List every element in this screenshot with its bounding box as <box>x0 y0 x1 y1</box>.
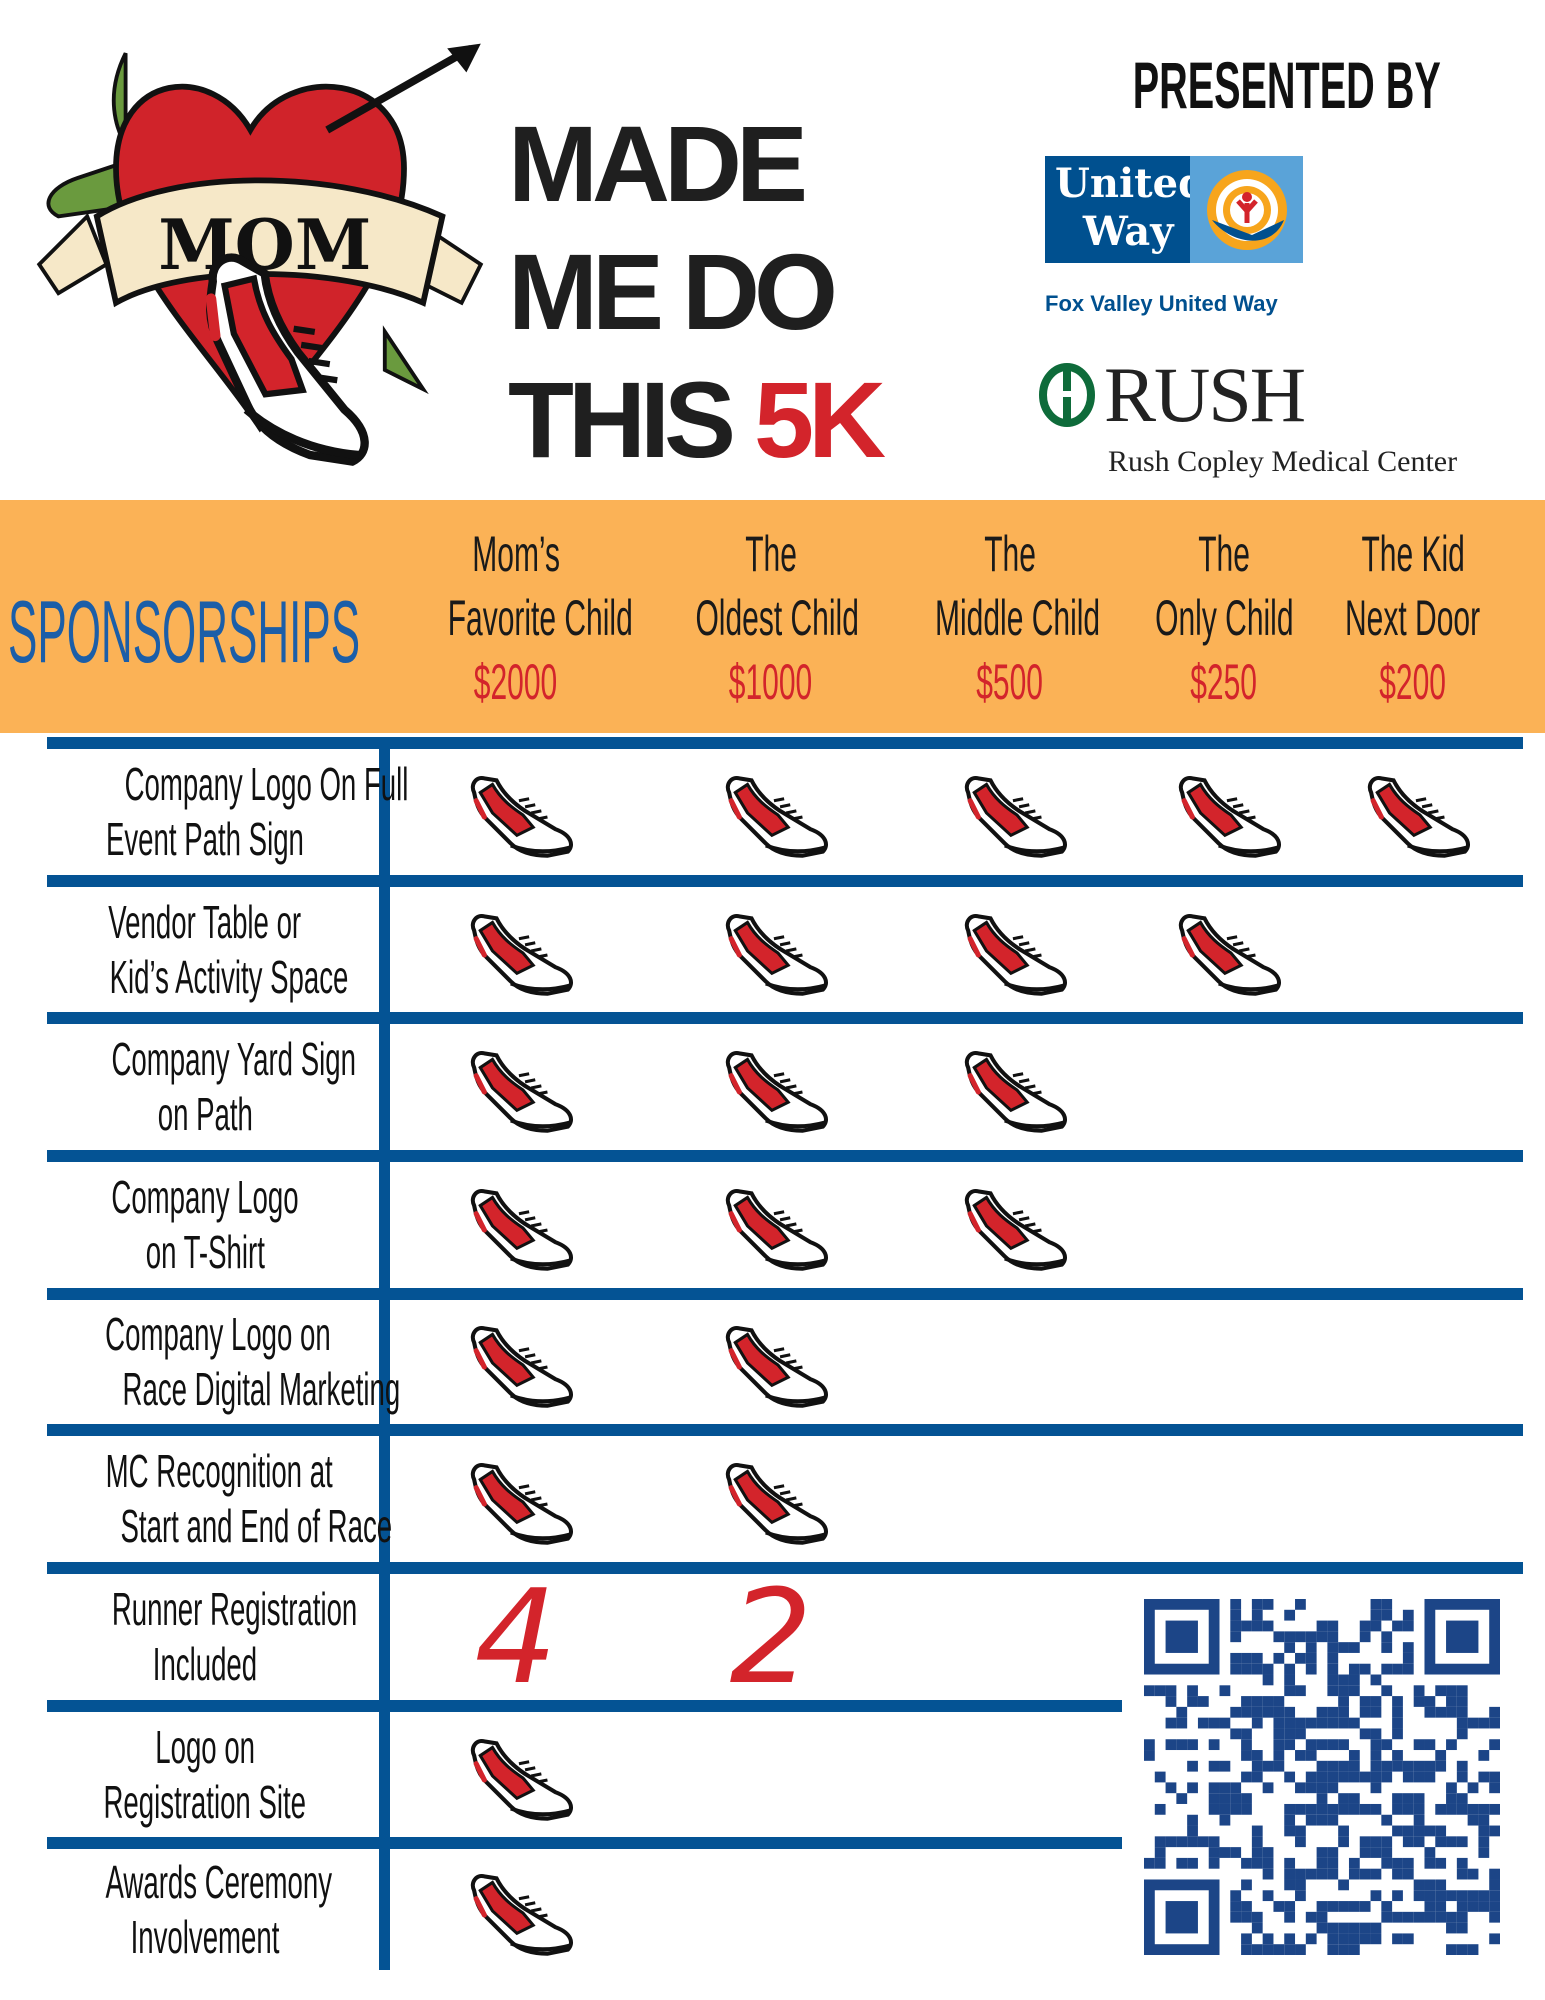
running-shoe-icon <box>721 908 833 1000</box>
running-shoe-icon <box>466 1320 578 1412</box>
row-divider <box>47 1700 1122 1712</box>
tier-name-line-2: Next Door <box>1345 590 1481 646</box>
row-label: MC Recognition at Start and End of Race <box>105 1445 393 1552</box>
tier-name-line-1: The <box>984 526 1036 582</box>
tier-header: The Oldest Child $1000 <box>641 522 901 714</box>
running-shoe-icon <box>960 1045 1072 1137</box>
tier-name-line-1: The Kid <box>1361 526 1465 582</box>
row-divider <box>47 1837 1122 1849</box>
row-label: Runner Registration Included <box>111 1583 358 1690</box>
rush-copley-label: Rush Copley Medical Center <box>1108 445 1458 478</box>
united-way-wordmark: United Way <box>1055 160 1207 255</box>
rush-emblem-icon <box>1039 363 1095 427</box>
tier-header: The Only Child $250 <box>1094 522 1354 714</box>
rush-logo: RUSH <box>1038 350 1306 440</box>
row-label: Company Logo On Full Event Path Sign <box>106 758 409 865</box>
running-shoe-icon <box>466 1868 578 1960</box>
tier-header: Mom’s Favorite Child $2000 <box>386 522 646 714</box>
row-divider <box>47 1562 1523 1574</box>
row-divider <box>47 1288 1523 1300</box>
tier-name-line-2: Favorite Child <box>447 590 633 646</box>
running-shoe-icon <box>466 908 578 1000</box>
tier-price: $1000 <box>729 654 813 710</box>
row-divider <box>47 1150 1523 1162</box>
running-shoe-icon <box>960 1183 1072 1275</box>
tier-name-line-2: Only Child <box>1154 590 1294 646</box>
title-line-3-text: THIS <box>508 359 736 480</box>
running-shoe-icon <box>960 908 1072 1000</box>
row-label: Vendor Table or Kid’s Activity Space <box>108 895 349 1003</box>
row-label: Awards Ceremony Involvement <box>105 1855 333 1963</box>
running-shoe-icon <box>1174 908 1286 1000</box>
title-line-2: ME DO <box>508 231 838 352</box>
tier-price: $2000 <box>474 654 558 710</box>
title-line-1: MADE <box>508 103 808 224</box>
running-shoe-icon <box>466 1457 578 1549</box>
running-shoe-icon <box>1174 770 1286 862</box>
running-shoe-icon <box>721 1045 833 1137</box>
tier-name-line-2: Middle Child <box>935 590 1101 646</box>
tier-name-line-1: The <box>1198 526 1250 582</box>
running-shoe-icon <box>466 1733 578 1825</box>
tier-name-line-1: The <box>745 526 797 582</box>
table-divider-vertical <box>379 737 390 1970</box>
tier-name-line-1: Mom’s <box>472 526 560 582</box>
tier-header: The Middle Child $500 <box>880 522 1140 714</box>
title-line-3: THIS 5K <box>508 356 886 484</box>
running-shoe-icon <box>960 770 1072 862</box>
united-way-logo: United Way <box>1045 156 1303 263</box>
row-divider <box>47 1012 1523 1024</box>
rush-wordmark: RUSH <box>1104 351 1306 438</box>
running-shoe-icon <box>721 1183 833 1275</box>
tier-price: $200 <box>1379 654 1447 710</box>
running-shoe-icon <box>721 1320 833 1412</box>
runner-count: 4 <box>474 1561 558 1713</box>
row-divider <box>47 1424 1523 1436</box>
row-label: Company Logo on T-Shirt <box>111 1171 299 1278</box>
fox-valley-united-way-label: Fox Valley United Way <box>1045 291 1278 316</box>
united-way-emblem-icon <box>1206 169 1287 250</box>
runner-count: 2 <box>729 1561 813 1713</box>
running-shoe-icon <box>721 770 833 862</box>
row-label: Logo on Registration Site <box>103 1720 307 1828</box>
running-shoe-icon <box>466 770 578 862</box>
row-divider <box>47 737 1523 749</box>
running-shoe-icon <box>721 1457 833 1549</box>
tier-price: $250 <box>1190 654 1258 710</box>
qr-code[interactable] <box>1144 1598 1500 1956</box>
made-me-do-this-logo: MOM <box>36 43 484 485</box>
tier-header: The Kid Next Door $200 <box>1283 522 1543 714</box>
running-shoe-icon <box>1363 770 1475 862</box>
row-label: Company Logo on Race Digital Marketing <box>105 1308 401 1415</box>
presented-by-heading: PRESENTED BY <box>1132 48 1441 122</box>
tier-header-band <box>0 500 1545 733</box>
running-shoe-icon <box>466 1183 578 1275</box>
tier-price: $500 <box>976 654 1044 710</box>
sponsorships-heading: SPONSORSHIPS <box>8 582 361 681</box>
running-shoe-icon <box>466 1045 578 1137</box>
row-divider <box>47 875 1523 887</box>
row-label: Company Yard Sign on Path <box>111 1033 356 1140</box>
tier-name-line-2: Oldest Child <box>695 590 859 646</box>
title-5k: 5K <box>754 359 886 480</box>
